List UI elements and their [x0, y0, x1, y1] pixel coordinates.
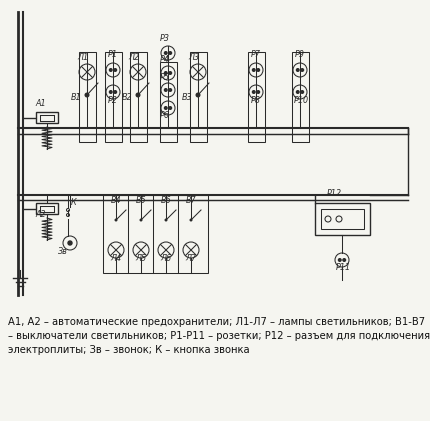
Text: Р2: Р2 — [108, 96, 118, 105]
Text: Л4: Л4 — [110, 254, 121, 263]
Text: В2: В2 — [122, 93, 132, 102]
Text: Р11: Р11 — [336, 263, 351, 272]
Bar — [130, 52, 147, 142]
Text: Р5: Р5 — [160, 73, 170, 82]
Text: Р3: Р3 — [160, 34, 170, 43]
Text: Р6: Р6 — [160, 111, 170, 120]
Circle shape — [169, 107, 172, 109]
Circle shape — [252, 69, 255, 71]
Bar — [248, 52, 265, 142]
Circle shape — [85, 93, 89, 97]
Bar — [79, 52, 96, 142]
Text: В3: В3 — [182, 93, 193, 102]
Text: Р1: Р1 — [108, 50, 118, 59]
Circle shape — [68, 241, 72, 245]
Bar — [315, 203, 370, 235]
Circle shape — [257, 69, 260, 71]
Bar — [321, 209, 364, 229]
Text: А1: А1 — [35, 99, 46, 108]
Circle shape — [301, 69, 304, 71]
Text: Р8: Р8 — [251, 96, 261, 105]
Circle shape — [252, 91, 255, 93]
Circle shape — [301, 91, 304, 93]
Circle shape — [164, 89, 167, 91]
Circle shape — [164, 107, 167, 109]
Text: В1: В1 — [71, 93, 82, 102]
Text: В4: В4 — [111, 196, 122, 205]
Circle shape — [136, 93, 140, 97]
Bar — [103, 195, 208, 273]
Text: Р10: Р10 — [294, 96, 309, 105]
Text: Р7: Р7 — [251, 50, 261, 59]
Text: – выключатели светильников; Р1-Р11 – розетки; Р12 – разъем для подключения: – выключатели светильников; Р1-Р11 – роз… — [8, 331, 430, 341]
Circle shape — [114, 69, 117, 71]
Text: Л2: Л2 — [128, 53, 139, 62]
Circle shape — [296, 69, 299, 71]
Circle shape — [110, 91, 112, 93]
Circle shape — [164, 72, 167, 74]
Text: электроплиты; Зв – звонок; К – кнопка звонка: электроплиты; Зв – звонок; К – кнопка зв… — [8, 345, 250, 355]
Circle shape — [338, 258, 341, 261]
Text: Л6: Л6 — [160, 254, 171, 263]
Text: Л5: Л5 — [135, 254, 146, 263]
Text: Р9: Р9 — [295, 50, 305, 59]
Circle shape — [114, 91, 117, 93]
Circle shape — [164, 52, 167, 54]
Text: Л3: Л3 — [188, 53, 199, 62]
Text: В7: В7 — [186, 196, 197, 205]
Bar — [36, 203, 58, 214]
Circle shape — [196, 93, 200, 97]
Circle shape — [190, 218, 193, 221]
Text: А1, А2 – автоматические предохранители; Л1-Л7 – лампы светильников; В1-В7: А1, А2 – автоматические предохранители; … — [8, 317, 425, 327]
Text: Р12: Р12 — [327, 189, 342, 198]
Circle shape — [169, 89, 172, 91]
Text: Р4: Р4 — [160, 55, 170, 64]
Circle shape — [165, 218, 168, 221]
Text: Зв: Зв — [58, 247, 68, 256]
Bar — [160, 62, 177, 142]
Circle shape — [139, 218, 142, 221]
Circle shape — [257, 91, 260, 93]
Text: В6: В6 — [161, 196, 172, 205]
Circle shape — [296, 91, 299, 93]
Text: В5: В5 — [136, 196, 147, 205]
Text: К: К — [71, 198, 77, 207]
Circle shape — [110, 69, 112, 71]
Circle shape — [169, 72, 172, 74]
Bar — [190, 52, 207, 142]
Circle shape — [343, 258, 346, 261]
Bar — [292, 52, 309, 142]
Bar — [36, 112, 58, 123]
Text: Л7: Л7 — [185, 254, 196, 263]
Bar — [105, 52, 122, 142]
Text: А2: А2 — [35, 210, 46, 219]
Circle shape — [114, 218, 117, 221]
Text: Л1: Л1 — [77, 53, 88, 62]
Circle shape — [169, 52, 172, 54]
